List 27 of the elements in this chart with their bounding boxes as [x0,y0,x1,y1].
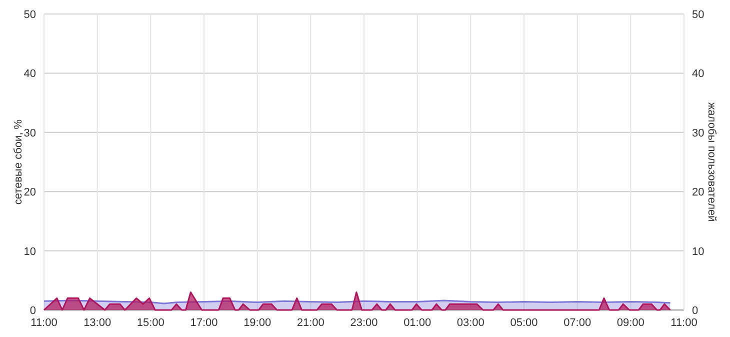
y-tick-label: 40 [24,68,36,80]
y-axis-title: сетевые сбои, % [12,119,25,205]
x-tick-label: 17:00 [190,317,218,329]
x-tick-label: 19:00 [244,317,272,329]
x-tick-label: 15:00 [136,317,164,329]
y2-tick-label: 50 [692,9,704,21]
y-tick-label: 0 [30,305,36,317]
y2-tick-label: 0 [692,305,698,317]
y-tick-label: 10 [24,246,36,258]
x-tick-label: 11:00 [670,317,698,329]
x-tick-label: 01:00 [404,317,432,329]
x-tick-label: 21:00 [296,317,324,329]
x-tick-label: 05:00 [510,317,538,329]
y2-tick-label: 10 [692,246,704,258]
x-tick-label: 11:00 [30,317,58,329]
x-tick-label: 03:00 [456,317,484,329]
x-tick-label: 09:00 [616,317,644,329]
y-tick-label: 50 [24,9,36,21]
y2-tick-label: 20 [692,186,704,199]
y2-tick-label: 40 [692,68,704,80]
x-tick-label: 07:00 [564,317,592,329]
x-tick-label: 23:00 [350,317,378,329]
y-tick-label: 30 [24,127,36,140]
y2-tick-label: 30 [692,127,704,140]
y-tick-label: 20 [24,186,36,199]
x-tick-label: 13:00 [84,317,112,329]
y2-axis-title: жалобы пользователей [705,102,718,222]
